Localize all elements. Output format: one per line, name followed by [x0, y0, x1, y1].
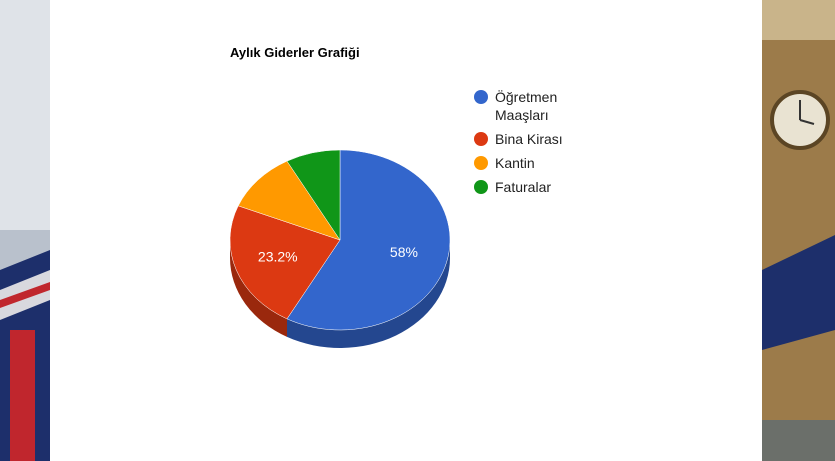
slice: [286, 149, 451, 331]
legend-swatch: [474, 156, 488, 170]
legend: Öğretmen Maaşları Bina Kirası Kantin Fatura…: [474, 88, 594, 202]
slice-label: 58%: [390, 244, 418, 260]
legend-item: Kantin: [474, 154, 594, 172]
chart-title: Aylık Giderler Grafiği: [230, 45, 360, 60]
legend-item: Faturalar: [474, 178, 594, 196]
slice-label: 23.2%: [258, 249, 298, 265]
legend-label: Öğretmen Maaşları: [495, 89, 558, 123]
slice: [237, 160, 341, 241]
legend-swatch: [474, 90, 488, 104]
legend-label: Faturalar: [495, 179, 552, 195]
legend-item: Öğretmen Maaşları: [474, 88, 594, 124]
legend-label: Kantin: [495, 155, 535, 171]
legend-swatch: [474, 180, 488, 194]
left-photo: [0, 0, 50, 461]
legend-swatch: [474, 132, 488, 146]
slice: [286, 149, 341, 241]
legend-item: Bina Kirası: [474, 130, 594, 148]
pie: 58% 23.2%: [229, 149, 451, 348]
slice-side: [230, 240, 288, 337]
slice-side: [287, 240, 451, 348]
right-photo: [762, 0, 835, 461]
legend-label: Bina Kirası: [495, 131, 563, 147]
slice: [229, 205, 341, 320]
